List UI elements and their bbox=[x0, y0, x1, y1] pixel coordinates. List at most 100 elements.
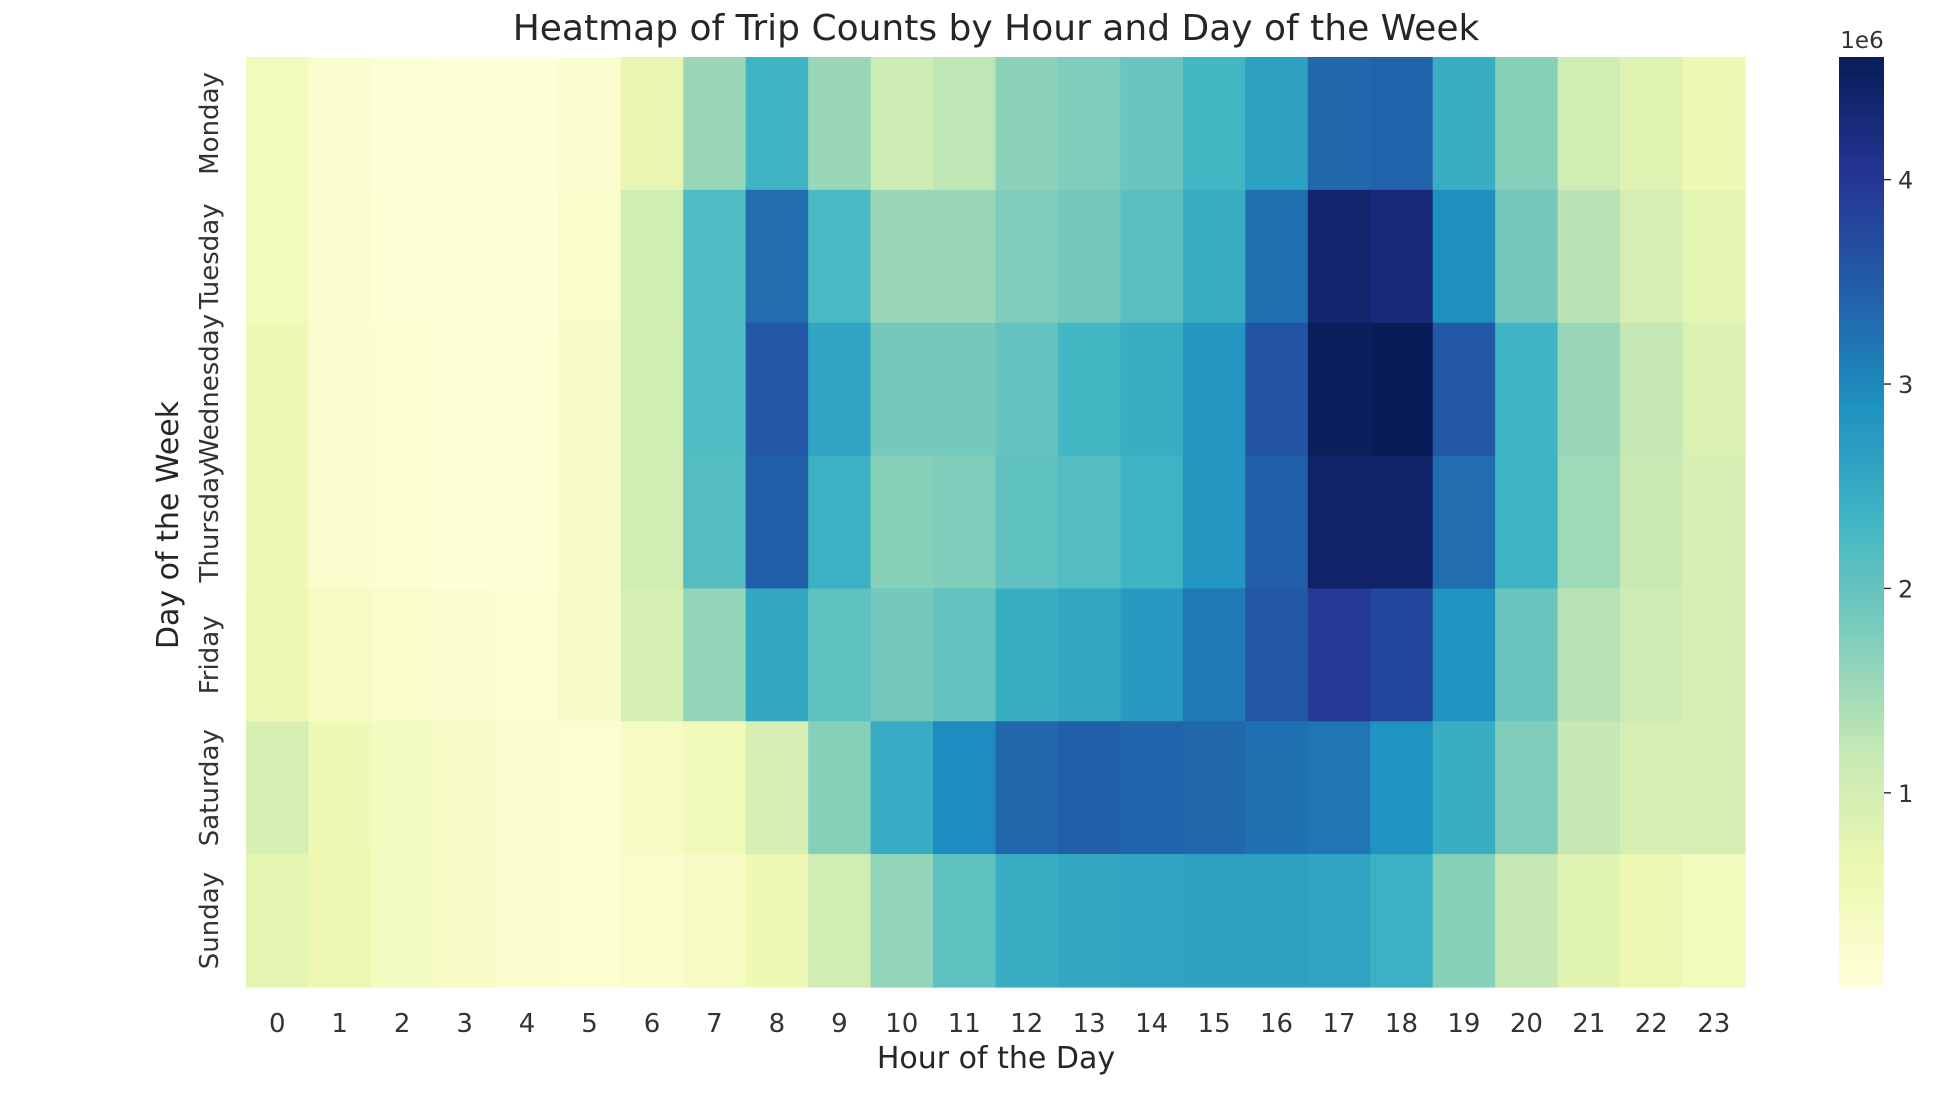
heatmap-cell bbox=[246, 322, 310, 457]
x-axis-label: Hour of the Day bbox=[877, 1041, 1115, 1076]
heatmap-cell bbox=[1182, 455, 1246, 590]
heatmap-cell bbox=[745, 189, 809, 324]
heatmap-cell bbox=[1182, 57, 1246, 191]
x-tick-label: 22 bbox=[1635, 1009, 1668, 1039]
heatmap-cell bbox=[1057, 721, 1122, 855]
heatmap-cell bbox=[933, 189, 997, 324]
heatmap-cell bbox=[870, 189, 934, 324]
heatmap-cell bbox=[745, 322, 809, 457]
heatmap-cell bbox=[1557, 588, 1621, 722]
heatmap-cell bbox=[495, 854, 559, 988]
heatmap-cell bbox=[308, 854, 372, 988]
heatmap-cell bbox=[1245, 189, 1309, 324]
heatmap-cell bbox=[1557, 322, 1621, 457]
heatmap-cell bbox=[433, 57, 497, 191]
y-tick-label: Tuesday bbox=[195, 203, 225, 310]
heatmap-cell bbox=[870, 57, 934, 191]
heatmap-cell bbox=[1370, 322, 1434, 457]
heatmap-cell bbox=[1495, 322, 1559, 457]
heatmap-cell bbox=[1307, 455, 1371, 590]
heatmap-cell bbox=[1557, 721, 1621, 855]
heatmap-cell bbox=[308, 57, 372, 191]
heatmap-cell bbox=[1057, 189, 1122, 324]
heatmap-cell bbox=[308, 322, 372, 457]
heatmap-cell bbox=[495, 455, 559, 590]
y-tick-label: Saturday bbox=[195, 729, 225, 846]
x-tick-label: 12 bbox=[1010, 1009, 1043, 1039]
heatmap-cell bbox=[1620, 455, 1684, 590]
heatmap-cell bbox=[620, 455, 684, 590]
x-tick-label: 4 bbox=[519, 1009, 536, 1039]
colorbar-tick-label: 2 bbox=[1898, 575, 1913, 603]
colorbar-tick-label: 1 bbox=[1898, 780, 1913, 808]
heatmap-cells bbox=[246, 57, 1746, 988]
heatmap-cell bbox=[370, 854, 434, 988]
heatmap-cell bbox=[558, 189, 622, 324]
y-tick-label: Thursday bbox=[195, 462, 225, 584]
x-tick-label: 10 bbox=[885, 1009, 918, 1039]
heatmap-cell bbox=[683, 721, 747, 855]
heatmap-cell bbox=[745, 455, 809, 590]
heatmap-cell bbox=[1370, 189, 1434, 324]
x-tick-label: 9 bbox=[831, 1009, 848, 1039]
heatmap-cell bbox=[1620, 721, 1684, 855]
heatmap-cell bbox=[1182, 854, 1246, 988]
heatmap-cell bbox=[1432, 721, 1496, 855]
heatmap-cell bbox=[558, 721, 622, 855]
heatmap-cell bbox=[1182, 322, 1246, 457]
heatmap-cell bbox=[808, 721, 872, 855]
heatmap-cell bbox=[1432, 854, 1496, 988]
heatmap-cell bbox=[745, 721, 809, 855]
heatmap-cell bbox=[1120, 721, 1184, 855]
heatmap-cell bbox=[1057, 854, 1122, 988]
heatmap-cell bbox=[1307, 854, 1371, 988]
heatmap-cell bbox=[995, 57, 1059, 191]
heatmap-cell bbox=[433, 721, 497, 855]
heatmap-cell bbox=[1557, 854, 1621, 988]
heatmap-cell bbox=[683, 57, 747, 191]
x-tick-labels: 0 1 2 3 4 5 6 7 8 9 10 11 12 13 14 15 16 17 18 19 20 21 22 23 bbox=[269, 1009, 1730, 1039]
heatmap-cell bbox=[808, 455, 872, 590]
heatmap-cell bbox=[745, 57, 809, 191]
heatmap-cell bbox=[683, 322, 747, 457]
heatmap-cell bbox=[433, 455, 497, 590]
heatmap-cell bbox=[1120, 189, 1184, 324]
x-tick-label: 21 bbox=[1572, 1009, 1605, 1039]
heatmap-cell bbox=[1682, 189, 1746, 324]
heatmap-cell bbox=[1495, 57, 1559, 191]
heatmap-cell bbox=[1120, 322, 1184, 457]
y-tick-label: Friday bbox=[195, 615, 225, 694]
x-tick-label: 13 bbox=[1073, 1009, 1106, 1039]
heatmap-cell bbox=[433, 322, 497, 457]
heatmap-cell bbox=[246, 57, 310, 191]
heatmap-cell bbox=[995, 721, 1059, 855]
heatmap-cell bbox=[1370, 854, 1434, 988]
heatmap-cell bbox=[1620, 57, 1684, 191]
colorbar-tick-label: 3 bbox=[1898, 371, 1913, 399]
heatmap-cell bbox=[370, 455, 434, 590]
heatmap-cell bbox=[1557, 189, 1621, 324]
heatmap-cell bbox=[1120, 455, 1184, 590]
colorbar-ticks: 1 2 3 4 bbox=[1884, 167, 1913, 808]
heatmap-cell bbox=[683, 588, 747, 722]
heatmap-cell bbox=[1495, 588, 1559, 722]
heatmap-cell bbox=[1307, 588, 1371, 722]
heatmap-cell bbox=[1432, 588, 1496, 722]
heatmap-cell bbox=[1557, 57, 1621, 191]
heatmap-cell bbox=[1557, 455, 1621, 590]
colorbar-tick-label: 4 bbox=[1898, 167, 1913, 195]
heatmap-cell bbox=[620, 588, 684, 722]
heatmap-cell bbox=[1057, 455, 1122, 590]
heatmap-cell bbox=[870, 721, 934, 855]
heatmap-cell bbox=[1245, 854, 1309, 988]
heatmap-cell bbox=[683, 189, 747, 324]
x-tick-label: 3 bbox=[456, 1009, 473, 1039]
x-tick-label: 23 bbox=[1697, 1009, 1730, 1039]
heatmap-cell bbox=[558, 455, 622, 590]
heatmap-cell bbox=[870, 854, 934, 988]
heatmap-cell bbox=[870, 322, 934, 457]
heatmap-cell bbox=[870, 588, 934, 722]
heatmap-cell bbox=[995, 189, 1059, 324]
heatmap-cell bbox=[370, 721, 434, 855]
x-tick-label: 20 bbox=[1510, 1009, 1543, 1039]
